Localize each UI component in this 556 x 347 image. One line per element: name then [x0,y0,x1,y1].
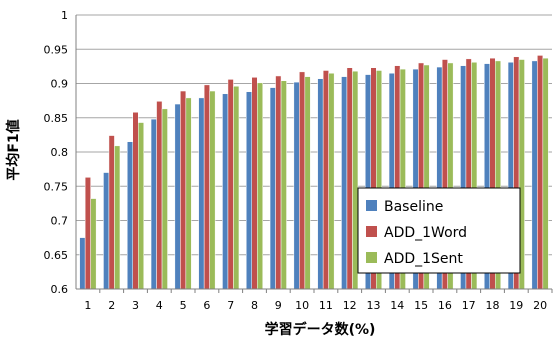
y-tick-label: 0.65 [44,249,69,262]
bar-add-1sent-4 [161,108,168,290]
legend-swatch-add-1word [366,226,377,237]
x-tick-label: 7 [227,299,234,312]
bar-add-1word-11 [322,70,329,290]
x-tick-label: 12 [343,299,357,312]
x-tick-label: 3 [132,299,139,312]
x-tick-label: 1 [84,299,91,312]
legend-label-add-1word: ADD_1Word [384,225,467,241]
legend-label-baseline: Baseline [384,199,443,215]
x-tick-label: 5 [180,299,187,312]
bar-add-1sent-8 [257,82,263,290]
x-tick-label: 17 [462,299,476,312]
bar-baseline-4 [150,118,157,290]
y-tick-label: 0.85 [44,112,69,125]
bar-add-1sent-9 [280,80,287,290]
x-tick-label: 8 [251,299,258,312]
x-tick-label: 16 [438,299,452,312]
bar-baseline-6 [198,97,205,290]
x-tick-label: 6 [203,299,210,312]
bar-baseline-9 [269,87,276,290]
bar-add-1sent-12 [352,70,359,290]
bar-baseline-2 [103,172,110,290]
legend-label-add-1sent: ADD_1Sent [384,251,463,267]
bar-add-1sent-1 [90,198,97,290]
y-tick-label: 0.7 [51,215,69,228]
bar-add-1word-7 [227,79,234,290]
legend: Baseline ADD_1Word ADD_1Sent [357,187,521,274]
bar-add-1sent-2 [114,145,121,290]
bar-add-1word-2 [108,135,115,290]
bar-baseline-20 [531,60,538,290]
y-tick-label: 0.6 [51,283,69,296]
x-tick-label: 9 [275,299,282,312]
bar-add-1word-9 [275,75,282,290]
y-axis-ticks: 0.6 0.65 0.7 0.75 0.8 0.85 0.9 0.95 1 [44,9,69,296]
bar-add-1sent-5 [185,97,192,290]
bar-add-1sent-6 [209,90,216,290]
x-tick-label: 13 [367,299,381,312]
bars [79,55,549,290]
y-tick-label: 0.95 [44,43,69,56]
bar-add-1word-3 [132,112,139,290]
x-axis-ticks: 1 2 3 4 5 6 7 8 9 10 11 12 13 14 15 16 17 18 19 20 [84,299,547,312]
legend-swatch-add-1sent [366,252,377,263]
x-tick-label: 20 [533,299,547,312]
y-tick-label: 0.75 [44,180,69,193]
bar-add-1word-5 [180,90,187,290]
y-tick-label: 0.9 [51,78,69,91]
bar-add-1word-1 [84,177,91,290]
x-tick-label: 15 [414,299,428,312]
y-tick-label: 1 [61,9,68,22]
bar-baseline-10 [293,81,300,290]
x-tick-label: 4 [156,299,163,312]
bar-baseline-11 [317,78,324,290]
x-tick-label: 11 [319,299,333,312]
x-tick-label: 18 [486,299,500,312]
x-axis-title: 学習データ数(%) [265,321,376,338]
bar-add-1sent-7 [233,85,240,290]
y-tick-label: 0.8 [51,146,69,159]
bar-baseline-5 [174,103,181,290]
legend-box [357,187,521,274]
bar-baseline-3 [127,141,133,290]
bar-add-1sent-20 [542,57,549,290]
legend-swatch-baseline [366,200,377,211]
bar-add-1word-6 [203,84,210,290]
y-axis-title: 平均F1値 [5,119,22,180]
axes [75,15,553,293]
x-tick-label: 2 [108,299,115,312]
bar-baseline-7 [222,93,229,290]
bar-baseline-12 [341,76,348,290]
x-tick-label: 14 [390,299,404,312]
bar-add-1sent-11 [328,72,335,290]
bar-add-1sent-10 [304,76,311,290]
bar-add-1word-4 [156,101,163,290]
bar-add-1word-12 [346,67,353,290]
x-tick-label: 10 [295,299,309,312]
x-tick-label: 19 [509,299,523,312]
bar-add-1word-20 [537,55,544,290]
bar-add-1word-10 [299,71,306,290]
bar-add-1word-8 [251,77,258,290]
bar-baseline-8 [246,91,252,290]
bar-add-1sent-3 [138,122,144,290]
bar-baseline-1 [79,237,86,290]
